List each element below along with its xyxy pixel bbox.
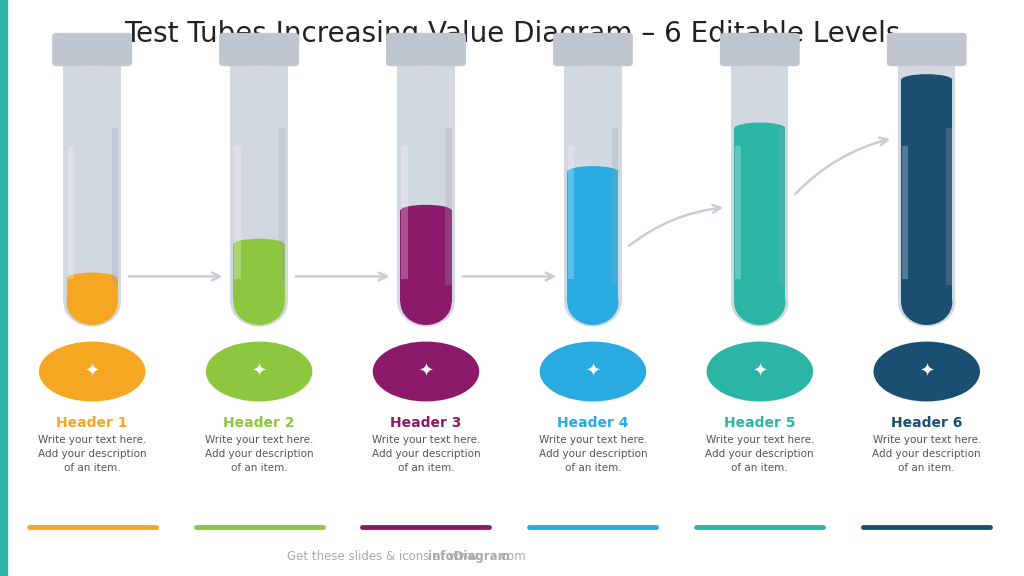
Bar <box>612 128 618 285</box>
Text: Get these slides & icons at www.: Get these slides & icons at www. <box>287 550 480 563</box>
Ellipse shape <box>898 54 955 67</box>
Bar <box>0 0 7 576</box>
Ellipse shape <box>901 74 952 85</box>
Ellipse shape <box>67 280 118 325</box>
Text: ✦: ✦ <box>753 362 767 381</box>
Bar <box>902 146 908 279</box>
Bar <box>568 146 574 279</box>
Bar <box>901 80 952 302</box>
Text: .com: .com <box>498 550 526 563</box>
Ellipse shape <box>901 280 952 325</box>
Bar <box>731 60 788 302</box>
Bar <box>445 128 452 285</box>
Ellipse shape <box>567 166 618 177</box>
Bar <box>567 172 618 302</box>
Ellipse shape <box>397 54 455 67</box>
Circle shape <box>540 342 646 401</box>
Text: Header 4: Header 4 <box>557 416 629 430</box>
Ellipse shape <box>564 54 622 67</box>
Text: Header 5: Header 5 <box>724 416 796 430</box>
Ellipse shape <box>233 238 285 250</box>
Bar <box>564 60 622 302</box>
FancyBboxPatch shape <box>887 33 967 66</box>
Ellipse shape <box>63 278 121 327</box>
Circle shape <box>873 342 980 401</box>
Bar <box>779 128 785 285</box>
Text: Write your text here.
Add your description
of an item.: Write your text here. Add your descripti… <box>872 435 981 473</box>
Bar <box>946 128 952 285</box>
Text: Write your text here.
Add your description
of an item.: Write your text here. Add your descripti… <box>205 435 313 473</box>
Bar <box>735 146 741 279</box>
Text: ✦: ✦ <box>252 362 266 381</box>
Bar <box>401 146 408 279</box>
Text: Header 1: Header 1 <box>56 416 128 430</box>
FancyBboxPatch shape <box>553 33 633 66</box>
Bar <box>734 128 785 302</box>
Ellipse shape <box>898 278 955 327</box>
Bar <box>234 146 241 279</box>
Text: Write your text here.
Add your description
of an item.: Write your text here. Add your descripti… <box>372 435 480 473</box>
Ellipse shape <box>230 278 288 327</box>
Ellipse shape <box>230 54 288 67</box>
FancyBboxPatch shape <box>219 33 299 66</box>
Bar <box>67 278 118 302</box>
Ellipse shape <box>67 272 118 284</box>
Text: infoDiagram: infoDiagram <box>428 550 510 563</box>
Bar <box>397 60 455 302</box>
Bar <box>898 60 955 302</box>
Ellipse shape <box>400 205 452 216</box>
Bar <box>63 60 121 302</box>
Ellipse shape <box>564 278 622 327</box>
FancyBboxPatch shape <box>52 33 132 66</box>
Text: Write your text here.
Add your description
of an item.: Write your text here. Add your descripti… <box>539 435 647 473</box>
Text: Header 6: Header 6 <box>891 416 963 430</box>
FancyBboxPatch shape <box>386 33 466 66</box>
Ellipse shape <box>731 54 788 67</box>
Ellipse shape <box>734 280 785 325</box>
Text: Write your text here.
Add your description
of an item.: Write your text here. Add your descripti… <box>706 435 814 473</box>
Ellipse shape <box>731 278 788 327</box>
Circle shape <box>373 342 479 401</box>
Text: Test Tubes Increasing Value Diagram – 6 Editable Levels: Test Tubes Increasing Value Diagram – 6 … <box>124 20 900 48</box>
Text: Header 2: Header 2 <box>223 416 295 430</box>
FancyBboxPatch shape <box>720 33 800 66</box>
Bar <box>233 244 285 302</box>
Text: ✦: ✦ <box>920 362 934 381</box>
Text: Write your text here.
Add your description
of an item.: Write your text here. Add your descripti… <box>38 435 146 473</box>
Ellipse shape <box>734 123 785 134</box>
Ellipse shape <box>400 280 452 325</box>
Text: Header 3: Header 3 <box>390 416 462 430</box>
Bar <box>112 128 118 285</box>
Bar <box>68 146 74 279</box>
Bar <box>279 128 285 285</box>
Ellipse shape <box>233 280 285 325</box>
Text: ✦: ✦ <box>85 362 99 381</box>
Text: ✦: ✦ <box>586 362 600 381</box>
Ellipse shape <box>567 280 618 325</box>
Text: ✦: ✦ <box>419 362 433 381</box>
Bar <box>230 60 288 302</box>
Circle shape <box>206 342 312 401</box>
Circle shape <box>707 342 813 401</box>
Ellipse shape <box>397 278 455 327</box>
Ellipse shape <box>63 54 121 67</box>
Bar <box>400 210 452 302</box>
Circle shape <box>39 342 145 401</box>
